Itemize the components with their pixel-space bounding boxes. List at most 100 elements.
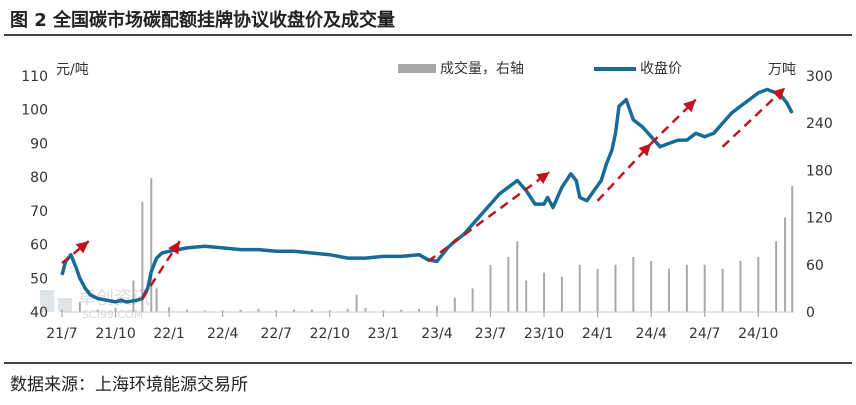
- watermark-text: 卓创资讯: [78, 288, 150, 309]
- trend-arrow-line: [141, 240, 181, 300]
- volume-bar: [703, 264, 706, 312]
- footer-rule: [4, 362, 852, 364]
- volume-bars: [61, 178, 794, 312]
- volume-bar: [668, 268, 671, 312]
- volume-bar: [293, 309, 296, 312]
- right-tick-label: 180: [806, 163, 833, 179]
- right-tick-label: 300: [806, 69, 833, 85]
- left-y-ticks: 40 50 60 70 80 90 100 110: [21, 69, 48, 321]
- trend-arrow-head: [683, 99, 696, 113]
- x-tick-label: 24/7: [689, 326, 720, 342]
- volume-bar: [525, 280, 528, 312]
- x-tick-label: 22/4: [207, 326, 239, 342]
- volume-bar: [560, 276, 563, 312]
- volume-bar: [61, 309, 63, 312]
- volume-bar: [355, 294, 358, 312]
- watermark-layer: 卓创资讯 SCI99.COM: [40, 288, 150, 321]
- volume-bar: [453, 297, 456, 312]
- volume-bar: [757, 256, 760, 312]
- volume-bar: [507, 256, 510, 312]
- volume-bar: [578, 264, 581, 312]
- volume-bar: [775, 241, 778, 312]
- volume-bar: [739, 260, 742, 312]
- volume-bar: [489, 264, 492, 312]
- x-tick-label: 22/1: [153, 326, 184, 342]
- x-tick-label: 24/1: [582, 326, 613, 342]
- trend-arrow-head: [772, 87, 786, 101]
- volume-bar: [400, 309, 403, 312]
- volume-bar: [310, 309, 313, 312]
- volume-bar: [150, 178, 153, 312]
- volume-bar: [721, 268, 724, 312]
- x-tick-label: 24/4: [635, 326, 667, 342]
- title-rule: [4, 34, 852, 36]
- volume-bar: [257, 308, 260, 312]
- left-axis-unit: 元/吨: [56, 62, 89, 78]
- volume-bar: [155, 288, 158, 312]
- right-tick-label: 60: [806, 258, 824, 274]
- volume-bar: [596, 268, 599, 312]
- volume-bar: [221, 310, 224, 312]
- x-ticks: 21/7 21/10 22/1 22/4 22/7 22/10 23/1 23/4 23/7 23…: [46, 312, 778, 342]
- volume-bar: [382, 310, 385, 312]
- volume-bar: [650, 260, 653, 312]
- volume-bar: [114, 308, 117, 312]
- volume-bar: [791, 186, 794, 312]
- trend-arrow-line: [596, 142, 653, 202]
- left-tick-label: 100: [21, 103, 48, 119]
- trend-arrow-head: [536, 172, 550, 185]
- trend-arrow-line: [61, 240, 90, 265]
- watermark-logo: [40, 290, 54, 312]
- volume-bar: [543, 272, 546, 312]
- left-tick-label: 70: [30, 204, 48, 220]
- x-tick-label: 21/10: [95, 326, 135, 342]
- x-tick-label: 21/7: [46, 326, 77, 342]
- trend-arrow-line: [427, 171, 551, 263]
- left-tick-label: 90: [30, 136, 48, 152]
- x-tick-label: 22/7: [261, 326, 292, 342]
- right-y-ticks: 0 60 120 180 240 300: [806, 69, 833, 321]
- x-tick-label: 24/10: [738, 326, 778, 342]
- x-tick-label: 23/7: [475, 326, 506, 342]
- volume-bar: [418, 308, 421, 312]
- volume-bar: [203, 310, 206, 312]
- volume-bar: [185, 309, 188, 312]
- volume-bar: [96, 309, 99, 312]
- x-tick-label: 23/10: [524, 326, 564, 342]
- volume-bar: [614, 264, 617, 312]
- left-tick-label: 50: [30, 271, 48, 287]
- trend-arrow-head: [168, 241, 180, 255]
- legend-volume-swatch: [398, 64, 436, 73]
- volume-bar: [516, 241, 519, 312]
- volume-bar: [632, 256, 635, 312]
- volume-bar: [685, 264, 688, 312]
- source-note: 数据来源：上海环境能源交易所: [10, 375, 248, 395]
- watermark-logo-block: [58, 298, 72, 312]
- x-tick-label: 22/10: [310, 326, 350, 342]
- price-series-line: [60, 87, 794, 304]
- volume-bar: [364, 308, 367, 312]
- volume-bar: [471, 288, 474, 312]
- trend-arrow-head: [638, 143, 652, 157]
- trend-arrows: [61, 86, 786, 300]
- legend: 成交量，右轴 收盘价: [398, 60, 682, 77]
- trend-arrow-head: [75, 241, 89, 254]
- left-tick-label: 40: [30, 305, 48, 321]
- volume-bar: [784, 217, 787, 312]
- left-tick-label: 80: [30, 170, 48, 186]
- page-title: 图 2 全国碳市场碳配额挂牌协议收盘价及成交量: [10, 10, 396, 31]
- x-tick-label: 23/4: [421, 326, 453, 342]
- volume-bar: [168, 307, 171, 312]
- left-tick-label: 110: [21, 69, 48, 85]
- right-axis-unit: 万吨: [768, 62, 796, 78]
- volume-bar: [78, 302, 81, 312]
- left-tick-label: 60: [30, 238, 48, 254]
- right-tick-label: 120: [806, 211, 833, 227]
- volume-bar: [328, 310, 331, 312]
- right-tick-label: 240: [806, 116, 833, 132]
- volume-bar: [132, 280, 135, 312]
- x-tick-label: 23/1: [368, 326, 399, 342]
- volume-bar: [275, 310, 278, 312]
- volume-bar: [435, 305, 438, 312]
